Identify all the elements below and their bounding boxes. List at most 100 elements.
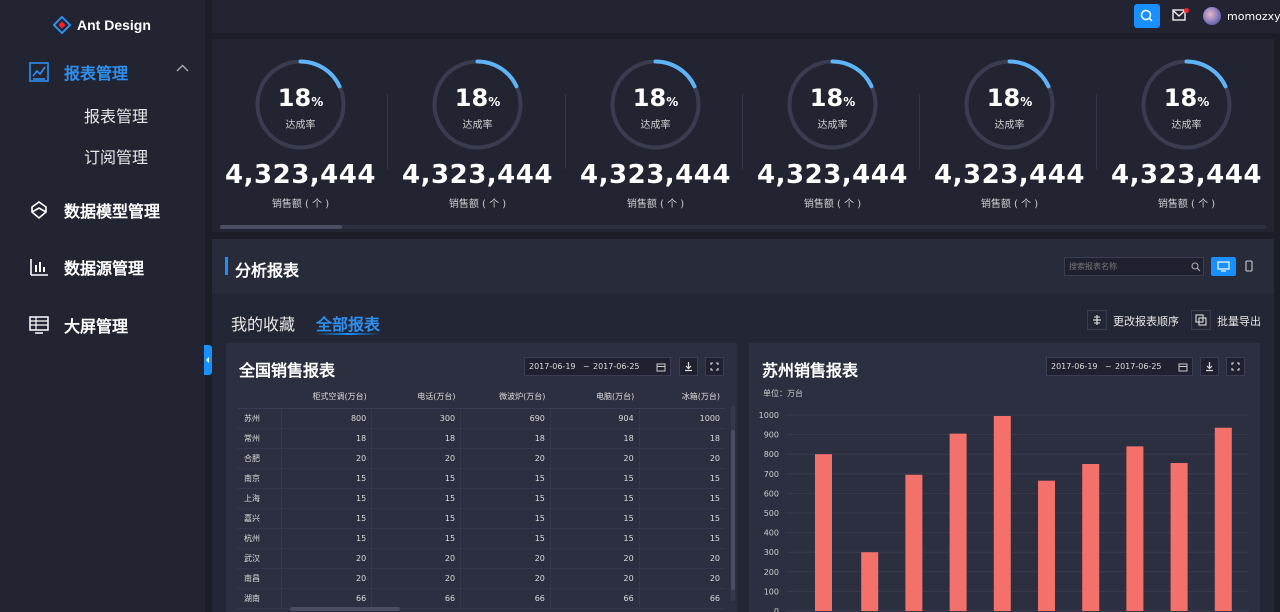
- scrollbar-thumb[interactable]: [731, 430, 735, 590]
- date-range-picker[interactable]: 2017-06-19 ~ 2017-06-25: [1046, 357, 1193, 376]
- kpi-divider: [387, 94, 388, 169]
- table-cell: 15: [638, 508, 725, 529]
- fullscreen-button[interactable]: [705, 357, 724, 376]
- kpi-card: 18% 达成率 4,323,444 销售额 ( 个 ): [921, 39, 1098, 219]
- y-tick-label: 0: [774, 607, 779, 612]
- chart-bar[interactable]: [1126, 446, 1144, 611]
- column-header[interactable]: 微波炉(万台): [460, 386, 551, 409]
- kpi-card: 18% 达成率 4,323,444 销售额 ( 个 ): [1098, 39, 1275, 219]
- table-cell: 20: [371, 448, 461, 469]
- export-button[interactable]: [1191, 310, 1211, 330]
- column-header[interactable]: [238, 386, 282, 409]
- chart-bar[interactable]: [1082, 464, 1100, 611]
- chart-bar[interactable]: [949, 433, 967, 611]
- username[interactable]: momozxy: [1227, 10, 1280, 23]
- sidebar-collapse-handle[interactable]: [204, 345, 212, 375]
- progress-ring: [787, 59, 878, 150]
- bar-chart: 0 100 200 300 400 500 600 700 800 900 1000: [759, 411, 1249, 612]
- sidebar-item-big-screen[interactable]: 大屏管理: [0, 305, 205, 345]
- mobile-view-button[interactable]: [1240, 257, 1258, 276]
- reorder-label[interactable]: 更改报表顺序: [1113, 315, 1179, 328]
- column-header[interactable]: 电话(万台): [371, 386, 461, 409]
- column-header[interactable]: 冰箱(万台): [639, 386, 725, 409]
- table-cell: 66: [281, 588, 372, 609]
- sidebar-item-data-source[interactable]: 数据源管理: [0, 247, 205, 287]
- kpi-value-label: 销售额 ( 个 ): [271, 199, 330, 210]
- reorder-button[interactable]: [1087, 310, 1107, 330]
- table-cell: 15: [371, 508, 461, 529]
- table-row: 武汉 20 20 20 20 20: [238, 548, 725, 569]
- column-header[interactable]: 电脑(万台): [550, 386, 640, 409]
- table-row: 常州 18 18 18 18 18: [238, 428, 725, 449]
- chart-bar[interactable]: [861, 552, 879, 611]
- scrollbar-thumb[interactable]: [220, 225, 342, 229]
- report-search-input[interactable]: [1069, 262, 1179, 271]
- y-tick-label: 100: [764, 587, 779, 596]
- sidebar-item-report-management[interactable]: 报表管理: [0, 52, 205, 92]
- chart-bar[interactable]: [1170, 463, 1188, 611]
- y-tick-label: 1000: [759, 411, 779, 420]
- fullscreen-icon: [1231, 362, 1240, 371]
- table-row: 上海 15 15 15 15 15: [238, 488, 725, 509]
- kpi-divider: [919, 94, 920, 169]
- sidebar-subitem-subscription[interactable]: 订阅管理: [84, 148, 149, 167]
- date-range-picker[interactable]: 2017-06-19 ~ 2017-06-25: [524, 357, 671, 376]
- table-vertical-scrollbar[interactable]: [731, 406, 735, 601]
- tab-favorites[interactable]: 我的收藏: [231, 315, 296, 334]
- kpi-card: 18% 达成率 4,323,444 销售额 ( 个 ): [567, 39, 744, 219]
- sidebar-item-label: 大屏管理: [64, 317, 129, 336]
- mail-icon[interactable]: [1172, 9, 1186, 21]
- sidebar-item-label: 报表管理: [64, 64, 129, 83]
- chart-bar[interactable]: [815, 454, 832, 611]
- kpi-value: 4,323,444: [1111, 160, 1262, 190]
- row-city-cell: 苏州: [238, 408, 282, 429]
- report-title: 全国销售报表: [239, 361, 336, 380]
- date-start: 2017-06-19: [1051, 362, 1098, 371]
- download-button[interactable]: [1200, 357, 1219, 376]
- search-icon[interactable]: [1191, 262, 1201, 272]
- fullscreen-button[interactable]: [1226, 357, 1245, 376]
- table-horizontal-scrollbar[interactable]: [290, 607, 400, 611]
- bar-chart-icon: [30, 259, 48, 276]
- kpi-value: 4,323,444: [580, 160, 731, 190]
- caret-left-icon: [206, 357, 209, 363]
- kpi-value: 4,323,444: [402, 160, 553, 190]
- report-search-box[interactable]: [1064, 257, 1204, 276]
- chart-bar[interactable]: [1214, 427, 1232, 611]
- desktop-view-button[interactable]: [1211, 257, 1236, 276]
- chart-bar[interactable]: [1038, 480, 1055, 611]
- sidebar-subitem-report-management[interactable]: 报表管理: [84, 107, 149, 126]
- table-row: 南京 15 15 15 15 15: [238, 468, 725, 489]
- date-end: 2017-06-25: [593, 362, 640, 371]
- progress-ring: [255, 59, 346, 150]
- table-cell: 20: [549, 548, 640, 569]
- table-cell: 15: [281, 488, 372, 509]
- row-city-cell: 南昌: [238, 568, 282, 589]
- kpi-horizontal-scrollbar[interactable]: [220, 225, 1266, 229]
- export-label[interactable]: 批量导出: [1217, 315, 1261, 328]
- tab-all-reports[interactable]: 全部报表: [316, 315, 381, 334]
- topbar: momozxy: [212, 0, 1280, 33]
- kpi-value: 4,323,444: [225, 160, 376, 190]
- desktop-icon: [1217, 261, 1230, 272]
- column-header[interactable]: 柜式空调(万台): [281, 386, 372, 409]
- kpi-percent: 18%: [1163, 84, 1210, 112]
- calendar-icon: [1178, 363, 1188, 372]
- logo[interactable]: Ant Design: [53, 13, 151, 37]
- kpi-percent: 18%: [454, 84, 501, 112]
- date-separator: ~: [1105, 362, 1112, 371]
- table-cell: 66: [549, 588, 640, 609]
- table-row: 杭州 15 15 15 15 15: [238, 528, 725, 549]
- kpi-value-label: 销售额 ( 个 ): [980, 199, 1039, 210]
- avatar[interactable]: [1203, 7, 1221, 25]
- table-cell: 690: [460, 408, 551, 429]
- download-button[interactable]: [679, 357, 698, 376]
- kpi-percent: 18%: [986, 84, 1033, 112]
- chevron-up-icon[interactable]: [176, 64, 189, 72]
- sidebar-item-data-model[interactable]: 数据模型管理: [0, 190, 205, 230]
- chart-bar[interactable]: [993, 415, 1011, 611]
- table-cell: 904: [549, 408, 640, 429]
- sidebar-item-label: 数据源管理: [64, 259, 145, 278]
- chart-bar[interactable]: [905, 474, 923, 611]
- search-button[interactable]: [1134, 4, 1160, 28]
